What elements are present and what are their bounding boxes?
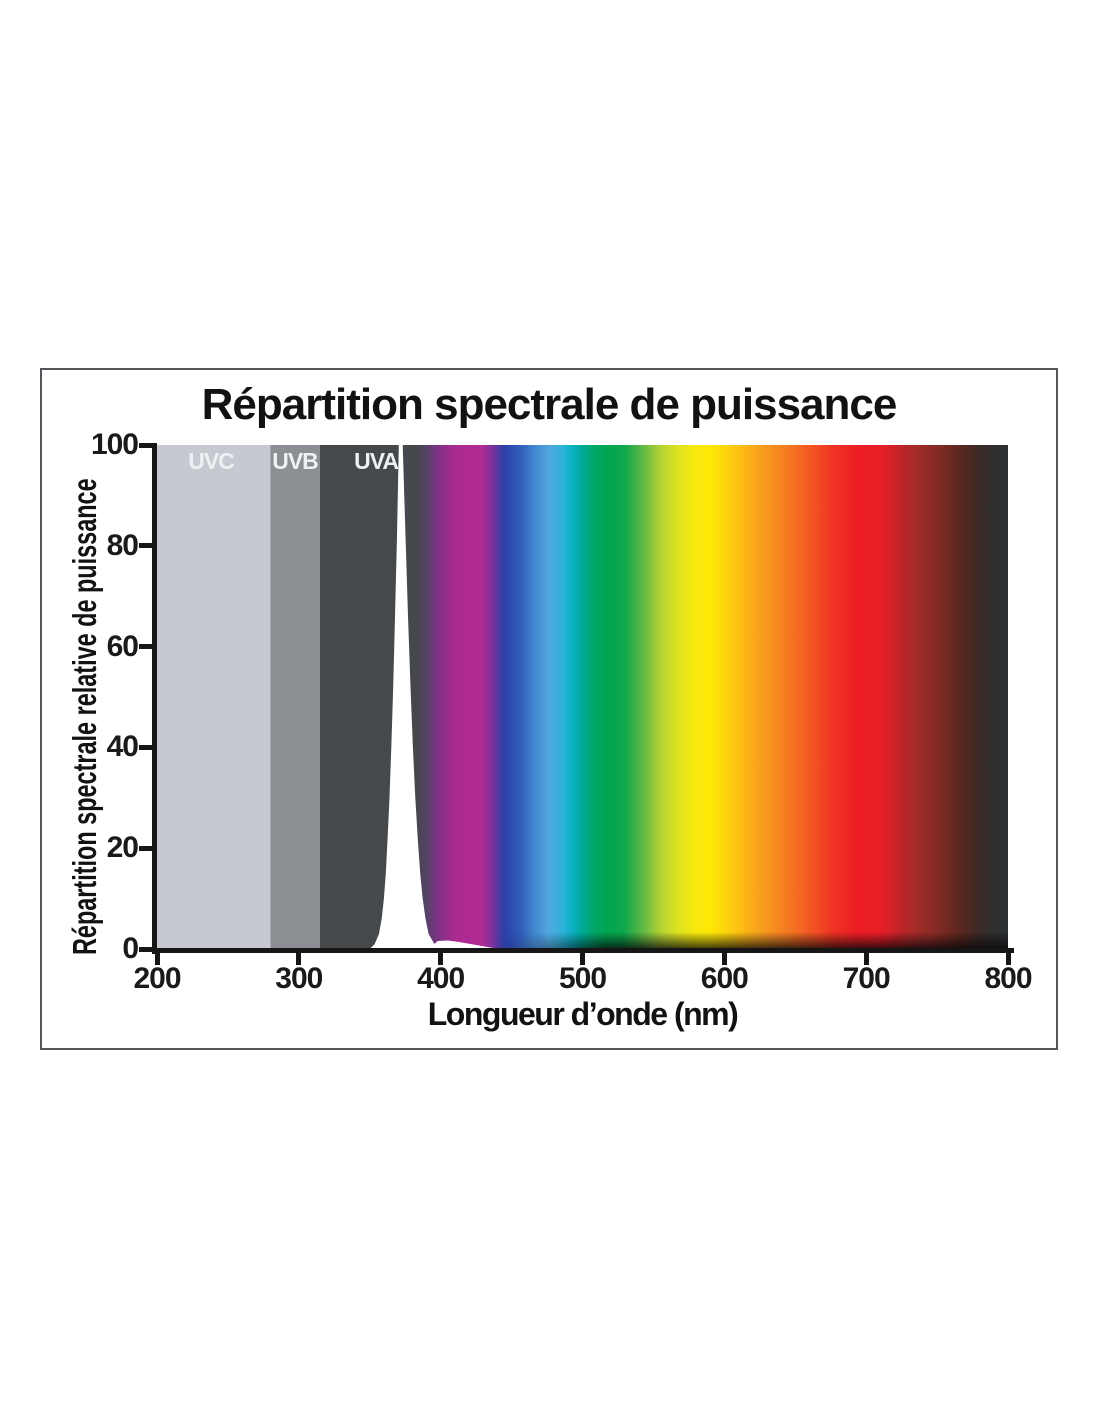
y-tick: [139, 543, 152, 549]
band-label-uva: UVA: [354, 448, 399, 474]
x-axis-title: Longueur d’onde (nm): [427, 996, 739, 1032]
band-label-uvc: UVC: [188, 448, 235, 474]
y-tick-label: 100: [90, 428, 139, 461]
band-label-uvb: UVB: [272, 448, 319, 474]
y-tick-label: 60: [106, 629, 139, 663]
y-tick: [139, 744, 152, 750]
y-tick: [139, 845, 152, 851]
y-tick: [139, 644, 152, 650]
x-tick: [154, 953, 160, 965]
spectrum-gradient: [157, 445, 1008, 949]
x-tick: [580, 953, 585, 965]
y-tick-label: 80: [106, 528, 139, 562]
x-tick: [296, 953, 302, 965]
x-tick-label: 200: [133, 962, 181, 995]
x-tick-label: 500: [558, 962, 607, 995]
y-tick-label: 0: [122, 932, 139, 965]
baseline-shading: [497, 932, 1008, 949]
uv-peak-curve: [369, 445, 509, 949]
x-tick-label: 300: [275, 962, 323, 995]
x-tick: [438, 953, 444, 965]
y-tick: [139, 442, 152, 448]
x-tick-label: 600: [700, 962, 749, 995]
chart-title: Répartition spectrale de puissance: [201, 380, 898, 429]
y-axis-line: [152, 443, 157, 954]
plot-area: UVC UVB UVA: [157, 445, 1008, 949]
x-tick-label: 800: [984, 962, 1032, 995]
x-tick: [721, 953, 727, 965]
x-tick: [1005, 953, 1011, 965]
chart-frame: Répartition spectrale de puissance UVC U…: [40, 368, 1058, 1050]
x-tick-label: 700: [842, 962, 891, 995]
y-tick: [139, 946, 152, 952]
y-axis-title: Répartition spectrale relative de puissa…: [66, 478, 103, 955]
x-tick: [863, 953, 869, 965]
y-tick-label: 40: [106, 730, 139, 764]
x-axis-line: [152, 948, 1014, 953]
x-tick-label: 400: [417, 962, 465, 995]
y-tick-label: 20: [106, 831, 139, 865]
